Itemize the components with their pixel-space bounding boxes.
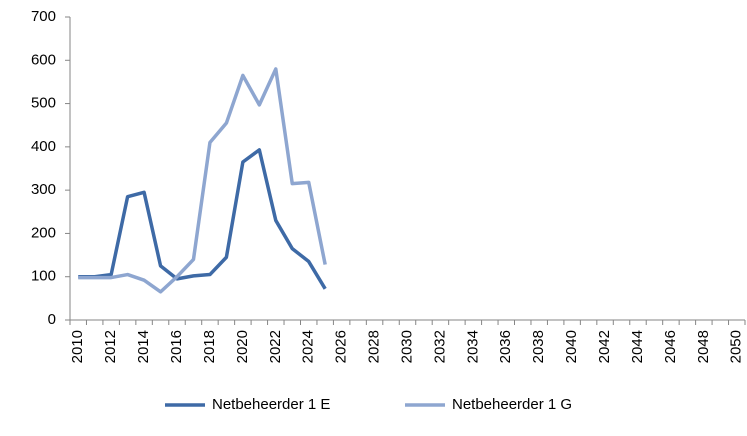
x-tick-label: 2044 — [629, 330, 646, 363]
series-line — [78, 67, 327, 294]
legend-label: Netbeheerder 1 G — [452, 396, 572, 413]
x-tick-label: 2010 — [69, 330, 86, 363]
y-tick-label: 300 — [31, 181, 56, 198]
x-tick-label: 2028 — [366, 330, 383, 363]
x-tick-label: 2024 — [300, 330, 317, 363]
x-tick-label: 2034 — [464, 330, 481, 363]
legend-label: Netbeheerder 1 E — [212, 396, 330, 413]
y-tick-label: 500 — [31, 95, 56, 112]
x-tick-label: 2016 — [168, 330, 185, 363]
x-tick-label: 2026 — [333, 330, 350, 363]
x-tick-label: 2022 — [267, 330, 284, 363]
x-tick-label: 2012 — [102, 330, 119, 363]
x-tick-label: 2036 — [497, 330, 514, 363]
y-tick-label: 200 — [31, 224, 56, 241]
x-tick-label: 2018 — [201, 330, 218, 363]
y-tick-label: 0 — [48, 311, 56, 328]
x-tick-label: 2032 — [431, 330, 448, 363]
y-tick-label: 700 — [31, 8, 56, 25]
x-tick-label: 2046 — [662, 330, 679, 363]
x-tick-label: 2014 — [135, 330, 152, 363]
y-tick-label: 600 — [31, 51, 56, 68]
x-tick-label: 2048 — [695, 330, 712, 363]
x-tick-label: 2042 — [596, 330, 613, 363]
x-tick-label: 2030 — [398, 330, 415, 363]
x-tick-label: 2050 — [728, 330, 745, 363]
series-line — [78, 148, 327, 290]
x-tick-label: 2038 — [530, 330, 547, 363]
x-tick-label: 2040 — [563, 330, 580, 363]
x-tick-label: 2020 — [234, 330, 251, 363]
y-tick-label: 100 — [31, 268, 56, 285]
y-tick-label: 400 — [31, 138, 56, 155]
